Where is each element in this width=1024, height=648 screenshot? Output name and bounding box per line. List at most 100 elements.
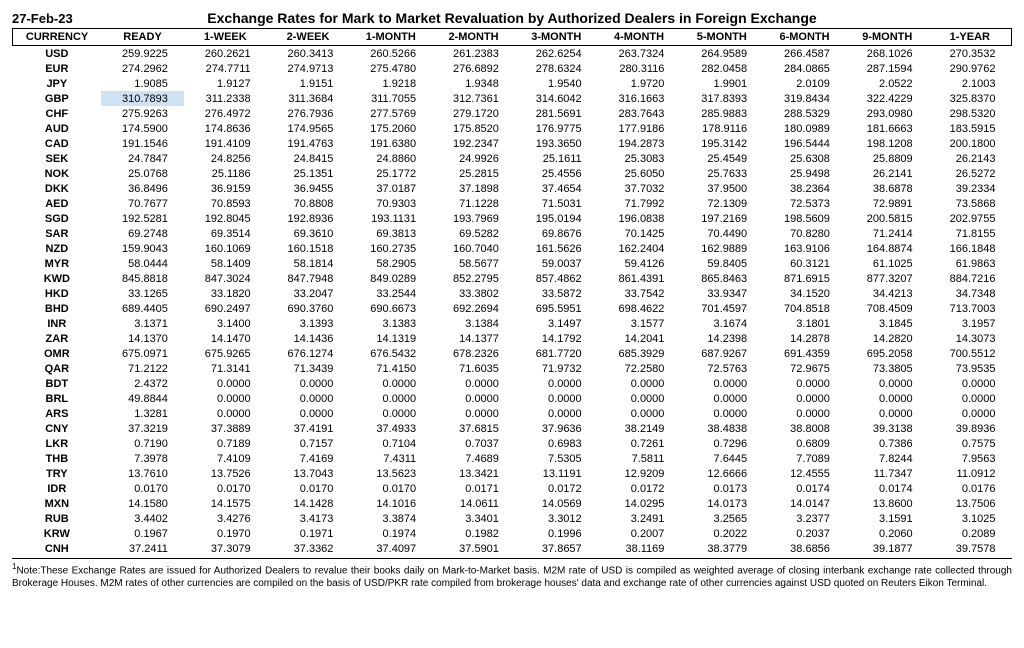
rate-cell: 861.4391 [598,271,681,286]
rate-cell: 195.0194 [515,211,598,226]
rate-cell: 14.3073 [929,331,1012,346]
rate-cell: 7.5811 [598,451,681,466]
currency-code: RUB [13,511,102,526]
table-row: EUR274.2962274.7711274.9713275.4780276.6… [13,61,1012,76]
rate-cell: 26.2141 [846,166,929,181]
rate-cell: 298.5320 [929,106,1012,121]
rate-cell: 38.8008 [763,421,846,436]
rate-cell: 3.1400 [184,316,267,331]
rate-cell: 14.1792 [515,331,598,346]
rate-cell: 284.0865 [763,61,846,76]
rate-cell: 24.7847 [101,151,184,166]
rate-cell: 38.2149 [598,421,681,436]
rate-cell: 0.0170 [101,481,184,496]
rate-cell: 72.1309 [680,196,763,211]
rate-cell: 1.9085 [101,76,184,91]
rate-cell: 13.5623 [349,466,432,481]
rate-cell: 14.0295 [598,496,681,511]
rate-cell: 13.7526 [184,466,267,481]
rate-cell: 33.3802 [432,286,515,301]
rate-cell: 283.7643 [598,106,681,121]
rate-cell: 0.0176 [929,481,1012,496]
rate-cell: 174.8636 [184,121,267,136]
rate-cell: 195.3142 [680,136,763,151]
header-row: 27-Feb-23 Exchange Rates for Mark to Mar… [12,10,1012,26]
rate-cell: 191.6380 [349,136,432,151]
rate-cell: 192.2347 [432,136,515,151]
rate-cell: 69.3610 [267,226,350,241]
rate-cell: 3.1674 [680,316,763,331]
rate-cell: 312.7361 [432,91,515,106]
rate-cell: 36.8496 [101,181,184,196]
rate-cell: 71.2122 [101,361,184,376]
col-header: 1-WEEK [184,29,267,46]
rate-cell: 0.1971 [267,526,350,541]
rate-cell: 310.7893 [101,91,184,106]
rate-cell: 160.1518 [267,241,350,256]
rate-cell: 0.2089 [929,526,1012,541]
rate-cell: 0.0170 [267,481,350,496]
rate-cell: 687.9267 [680,346,763,361]
rate-cell: 70.7677 [101,196,184,211]
rate-cell: 60.3121 [763,256,846,271]
rate-cell: 0.0000 [680,376,763,391]
rate-cell: 260.2621 [184,46,267,62]
col-header: READY [101,29,184,46]
rate-cell: 36.9159 [184,181,267,196]
rate-cell: 33.5872 [515,286,598,301]
rate-cell: 73.5868 [929,196,1012,211]
rate-cell: 177.9186 [598,121,681,136]
rate-cell: 14.2041 [598,331,681,346]
rate-cell: 3.1801 [763,316,846,331]
rate-cell: 13.3421 [432,466,515,481]
table-row: SEK24.784724.825624.841524.886024.992625… [13,151,1012,166]
rate-cell: 14.2398 [680,331,763,346]
table-body: USD259.9225260.2621260.3413260.5266261.2… [13,46,1012,557]
currency-code: USD [13,46,102,62]
rate-cell: 0.7037 [432,436,515,451]
rate-cell: 192.8045 [184,211,267,226]
table-row: HKD33.126533.182033.204733.254433.380233… [13,286,1012,301]
rate-cell: 262.6254 [515,46,598,62]
rate-cell: 317.8393 [680,91,763,106]
rate-cell: 0.7104 [349,436,432,451]
rate-cell: 3.2377 [763,511,846,526]
table-row: DKK36.849636.915936.945537.018737.189837… [13,181,1012,196]
rate-cell: 37.4933 [349,421,432,436]
currency-code: ARS [13,406,102,421]
currency-code: SEK [13,151,102,166]
rate-cell: 7.5305 [515,451,598,466]
rate-cell: 0.7386 [846,436,929,451]
rate-cell: 13.7610 [101,466,184,481]
rate-cell: 13.8600 [846,496,929,511]
rate-cell: 0.0172 [598,481,681,496]
rate-cell: 1.9348 [432,76,515,91]
rate-cell: 11.0912 [929,466,1012,481]
rate-cell: 37.4097 [349,541,432,556]
currency-code: JPY [13,76,102,91]
rate-cell: 37.4654 [515,181,598,196]
rate-cell: 160.7040 [432,241,515,256]
currency-code: NOK [13,166,102,181]
rate-cell: 72.9891 [846,196,929,211]
rate-cell: 24.9926 [432,151,515,166]
rate-cell: 25.1186 [184,166,267,181]
rate-cell: 34.1520 [763,286,846,301]
rate-cell: 0.2022 [680,526,763,541]
rate-cell: 70.4490 [680,226,763,241]
table-row: QAR71.212271.314171.343971.415071.603571… [13,361,1012,376]
rate-cell: 0.0000 [432,406,515,421]
rate-cell: 0.2060 [846,526,929,541]
rate-cell: 0.7189 [184,436,267,451]
table-row: BRL49.88440.00000.00000.00000.00000.0000… [13,391,1012,406]
rate-cell: 37.4191 [267,421,350,436]
rate-cell: 0.6983 [515,436,598,451]
table-row: BHD689.4405690.2497690.3760690.6673692.2… [13,301,1012,316]
currency-code: QAR [13,361,102,376]
table-row: LKR0.71900.71890.71570.71040.70370.69830… [13,436,1012,451]
rate-cell: 0.0000 [515,376,598,391]
rate-cell: 37.9636 [515,421,598,436]
rate-cell: 14.2878 [763,331,846,346]
rate-cell: 3.3874 [349,511,432,526]
rate-cell: 37.3079 [184,541,267,556]
